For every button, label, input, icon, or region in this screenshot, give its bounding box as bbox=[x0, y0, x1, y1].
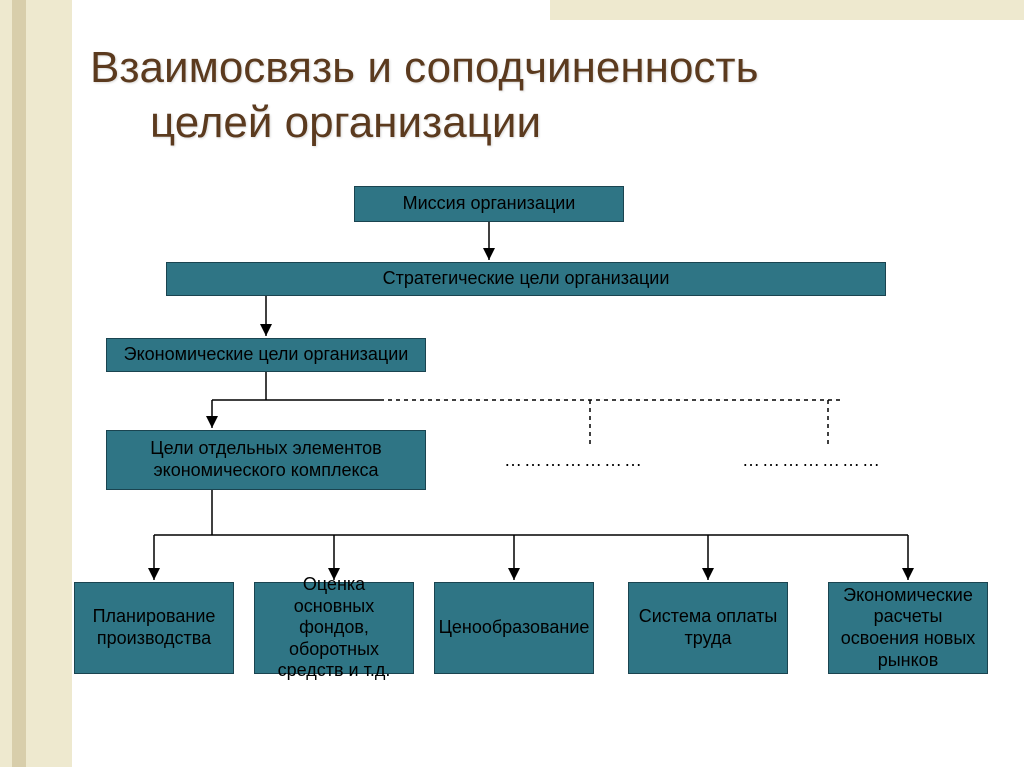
node-label: Оценка основных фондов, оборотных средст… bbox=[263, 574, 405, 682]
node-label: Ценообразование bbox=[439, 617, 590, 639]
placeholder-2: ………………… bbox=[742, 450, 882, 471]
node-label: Стратегические цели организации bbox=[383, 268, 670, 290]
top-accent-stripe bbox=[550, 0, 1024, 20]
node-label: Миссия организации bbox=[403, 193, 576, 215]
node-assets: Оценка основных фондов, оборотных средст… bbox=[254, 582, 414, 674]
placeholder-1: ………………… bbox=[504, 450, 644, 471]
title-line-2: целей организации bbox=[150, 95, 759, 150]
node-pricing: Ценообразование bbox=[434, 582, 594, 674]
page-title: Взаимосвязь и соподчиненность целей орга… bbox=[90, 40, 759, 150]
node-mission: Миссия организации bbox=[354, 186, 624, 222]
node-strategic: Стратегические цели организации bbox=[166, 262, 886, 296]
node-elements: Цели отдельных элементов экономического … bbox=[106, 430, 426, 490]
node-label: Цели отдельных элементов экономического … bbox=[115, 438, 417, 481]
placeholder-text: ………………… bbox=[504, 450, 644, 470]
node-label: Экономические цели организации bbox=[124, 344, 409, 366]
node-label: Экономические расчеты освоения новых рын… bbox=[837, 585, 979, 671]
node-label: Система оплаты труда bbox=[637, 606, 779, 649]
placeholder-text: ………………… bbox=[742, 450, 882, 470]
title-line-1: Взаимосвязь и соподчиненность bbox=[90, 43, 759, 92]
node-planning: Планирование производства bbox=[74, 582, 234, 674]
node-payroll: Система оплаты труда bbox=[628, 582, 788, 674]
node-economic: Экономические цели организации bbox=[106, 338, 426, 372]
node-markets: Экономические расчеты освоения новых рын… bbox=[828, 582, 988, 674]
left-accent-stripe bbox=[0, 0, 72, 767]
node-label: Планирование производства bbox=[83, 606, 225, 649]
